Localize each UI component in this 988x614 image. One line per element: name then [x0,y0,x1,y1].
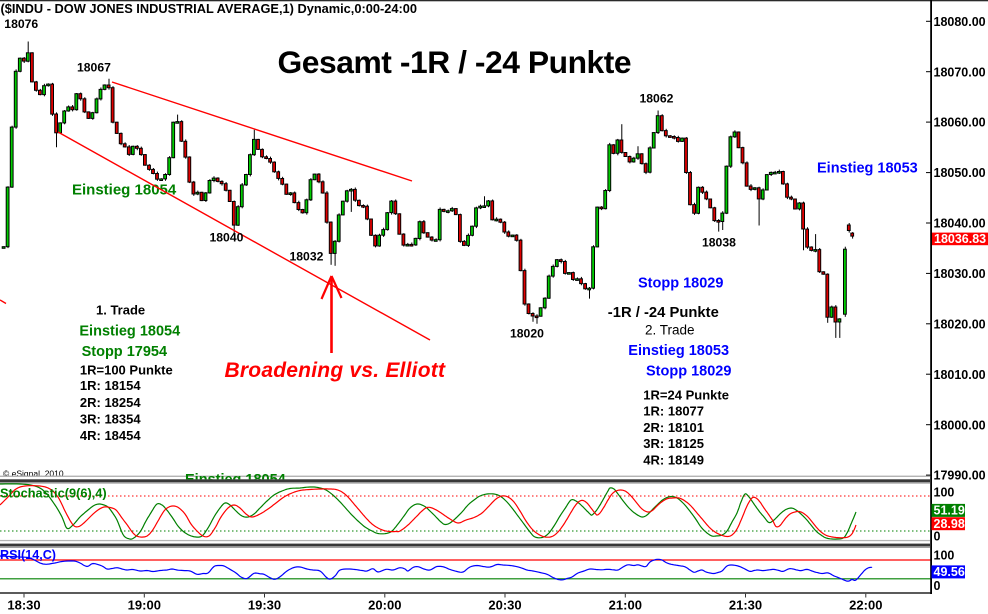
svg-text:19:30: 19:30 [248,597,281,612]
svg-text:21:00: 21:00 [609,597,642,612]
svg-text:18010.00: 18010.00 [934,368,986,382]
svg-text:Stochastic(9(6),4): Stochastic(9(6),4) [0,485,107,500]
svg-text:17990.00: 17990.00 [934,469,986,483]
svg-text:18020: 18020 [510,326,544,340]
svg-text:Stopp 17954: Stopp 17954 [82,344,167,360]
svg-text:0: 0 [934,579,941,593]
svg-text:18:30: 18:30 [7,597,40,612]
svg-text:1R: 18077: 1R: 18077 [643,404,704,419]
svg-text:Einstieg 18053: Einstieg 18053 [628,343,729,359]
svg-text:20:30: 20:30 [488,597,521,612]
svg-text:3R: 18125: 3R: 18125 [643,436,704,451]
svg-text:18076: 18076 [4,17,38,31]
svg-text:1R=24 Punkte: 1R=24 Punkte [643,387,729,402]
svg-text:0: 0 [934,530,941,544]
svg-text:18080.00: 18080.00 [934,15,986,29]
svg-text:© eSignal, 2010: © eSignal, 2010 [3,468,64,478]
svg-text:18040: 18040 [210,230,244,244]
svg-text:1R=100 Punkte: 1R=100 Punkte [80,362,173,377]
svg-text:RSI(14,C): RSI(14,C) [0,548,56,562]
svg-text:18030.00: 18030.00 [934,267,986,281]
svg-text:18036.83: 18036.83 [934,232,986,246]
svg-text:19:00: 19:00 [128,597,161,612]
svg-text:Stopp 18029: Stopp 18029 [638,276,723,292]
svg-text:18060.00: 18060.00 [934,116,986,130]
svg-text:18070.00: 18070.00 [934,65,986,79]
svg-text:20:00: 20:00 [368,597,401,612]
svg-text:18050.00: 18050.00 [934,166,986,180]
svg-text:4R: 18454: 4R: 18454 [80,428,141,443]
svg-text:51.19: 51.19 [934,504,965,518]
svg-text:Gesamt -1R / -24 Punkte: Gesamt -1R / -24 Punkte [278,44,632,80]
svg-text:1R: 18154: 1R: 18154 [80,378,141,393]
svg-text:Einstieg 18054: Einstieg 18054 [79,323,180,339]
svg-text:18038: 18038 [702,235,736,249]
svg-text:1. Trade: 1. Trade [96,302,145,317]
svg-text:Einstieg 18053: Einstieg 18053 [817,161,918,177]
svg-text:Stopp 18029: Stopp 18029 [646,364,731,380]
svg-text:3R: 18354: 3R: 18354 [80,412,141,427]
svg-text:18062: 18062 [640,92,674,106]
svg-text:-1R / -24 Punkte: -1R / -24 Punkte [608,305,719,321]
svg-text:4R: 18149: 4R: 18149 [643,452,704,467]
svg-text:100: 100 [934,548,955,562]
svg-text:21:30: 21:30 [729,597,762,612]
svg-text:49.56: 49.56 [934,565,965,579]
svg-text:28.98: 28.98 [934,517,965,531]
svg-text:2R: 18254: 2R: 18254 [80,395,141,410]
svg-text:18000.00: 18000.00 [934,418,986,432]
svg-text:18067: 18067 [77,60,111,74]
svg-text:Broadening vs. Elliott: Broadening vs. Elliott [225,359,446,382]
svg-text:2. Trade: 2. Trade [645,322,695,337]
svg-text:Einstieg 18054: Einstieg 18054 [72,181,177,198]
svg-text:18032: 18032 [290,249,324,263]
svg-text:($INDU - DOW JONES INDUSTRIAL: ($INDU - DOW JONES INDUSTRIAL AVERAGE,1)… [1,1,417,16]
svg-text:Einstieg 18054: Einstieg 18054 [185,472,286,488]
svg-text:2R: 18101: 2R: 18101 [643,420,704,435]
svg-text:18020.00: 18020.00 [934,317,986,331]
svg-text:22:00: 22:00 [849,597,882,612]
svg-text:18040.00: 18040.00 [934,217,986,231]
svg-text:100: 100 [934,485,955,499]
